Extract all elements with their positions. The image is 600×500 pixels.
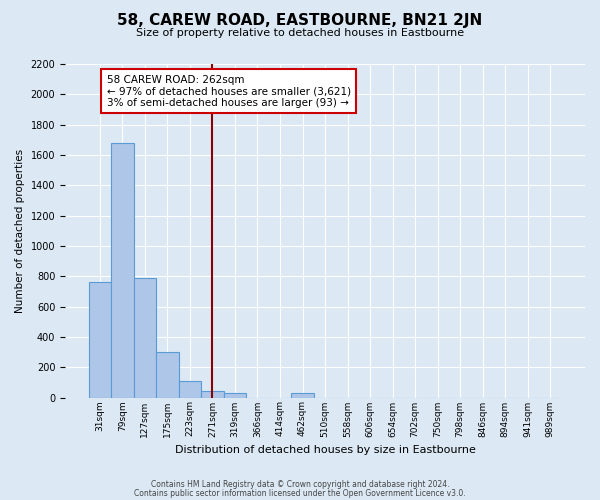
Bar	[156, 352, 179, 398]
Text: Contains HM Land Registry data © Crown copyright and database right 2024.: Contains HM Land Registry data © Crown c…	[151, 480, 449, 489]
Bar	[291, 393, 314, 398]
Text: 58, CAREW ROAD, EASTBOURNE, BN21 2JN: 58, CAREW ROAD, EASTBOURNE, BN21 2JN	[118, 12, 482, 28]
Bar	[89, 282, 111, 398]
Text: Size of property relative to detached houses in Eastbourne: Size of property relative to detached ho…	[136, 28, 464, 38]
Text: Contains public sector information licensed under the Open Government Licence v3: Contains public sector information licen…	[134, 488, 466, 498]
X-axis label: Distribution of detached houses by size in Eastbourne: Distribution of detached houses by size …	[175, 445, 475, 455]
Y-axis label: Number of detached properties: Number of detached properties	[15, 148, 25, 313]
Text: 58 CAREW ROAD: 262sqm
← 97% of detached houses are smaller (3,621)
3% of semi-de: 58 CAREW ROAD: 262sqm ← 97% of detached …	[107, 74, 351, 108]
Bar	[224, 393, 246, 398]
Bar	[111, 143, 134, 398]
Bar	[201, 390, 224, 398]
Bar	[179, 381, 201, 398]
Bar	[134, 278, 156, 398]
